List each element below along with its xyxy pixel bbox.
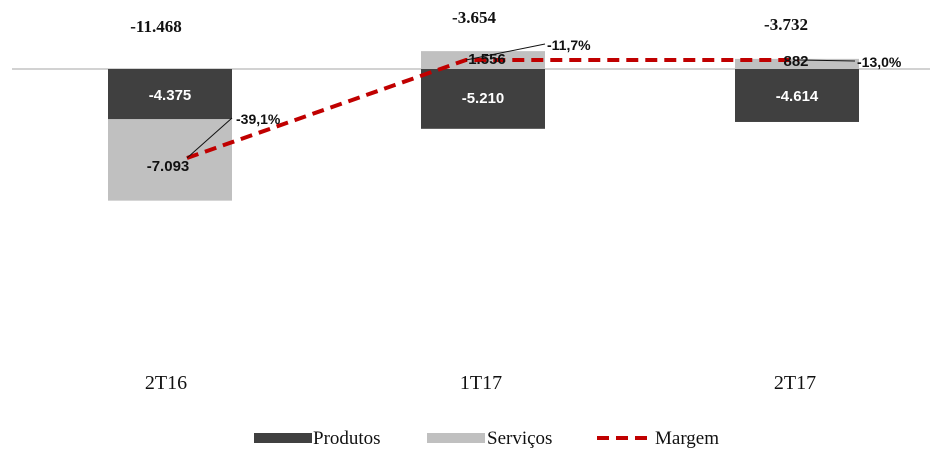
data-label-servicos-2T16: -7.093	[147, 158, 190, 175]
bar-produtos-2T16	[108, 69, 232, 120]
data-label-margem-2T16: -39,1%	[236, 111, 281, 127]
data-label-margem-2T17: -13,0%	[857, 54, 902, 70]
bar-servicos-2T16	[108, 119, 232, 201]
data-label-produtos-2T17: -4.614	[776, 88, 819, 105]
legend-swatch-produtos	[254, 433, 312, 443]
x-tick-label-2T17: 2T17	[774, 372, 816, 394]
x-tick-label-1T17: 1T17	[460, 372, 502, 394]
margin-leader-2T17	[798, 59, 856, 62]
data-label-produtos-1T17: -5.210	[462, 90, 505, 107]
legend-label-produtos: Produtos	[313, 428, 381, 449]
total-label-2T16: -11.468	[130, 17, 181, 36]
data-label-produtos-2T16: -4.375	[149, 87, 192, 104]
legend-swatch-servicos	[427, 433, 485, 443]
margin-leader-2T16	[186, 117, 233, 159]
bar-produtos-2T17	[735, 69, 859, 122]
data-label-margem-1T17: -11,7%	[547, 37, 591, 53]
bar-servicos-2T17	[735, 58, 859, 69]
data-label-servicos-1T17: 1.556	[468, 51, 506, 68]
total-label-2T17: -3.732	[764, 15, 808, 34]
total-label-1T17: -3.654	[452, 8, 496, 27]
legend-label-servicos: Serviços	[487, 428, 552, 449]
x-tick-label-2T16: 2T16	[145, 372, 187, 394]
bar-produtos-1T17	[421, 69, 545, 129]
margin-leader-1T17	[465, 43, 546, 61]
legend-label-margem: Margem	[655, 428, 719, 449]
data-label-servicos-2T17: 882	[783, 53, 808, 70]
